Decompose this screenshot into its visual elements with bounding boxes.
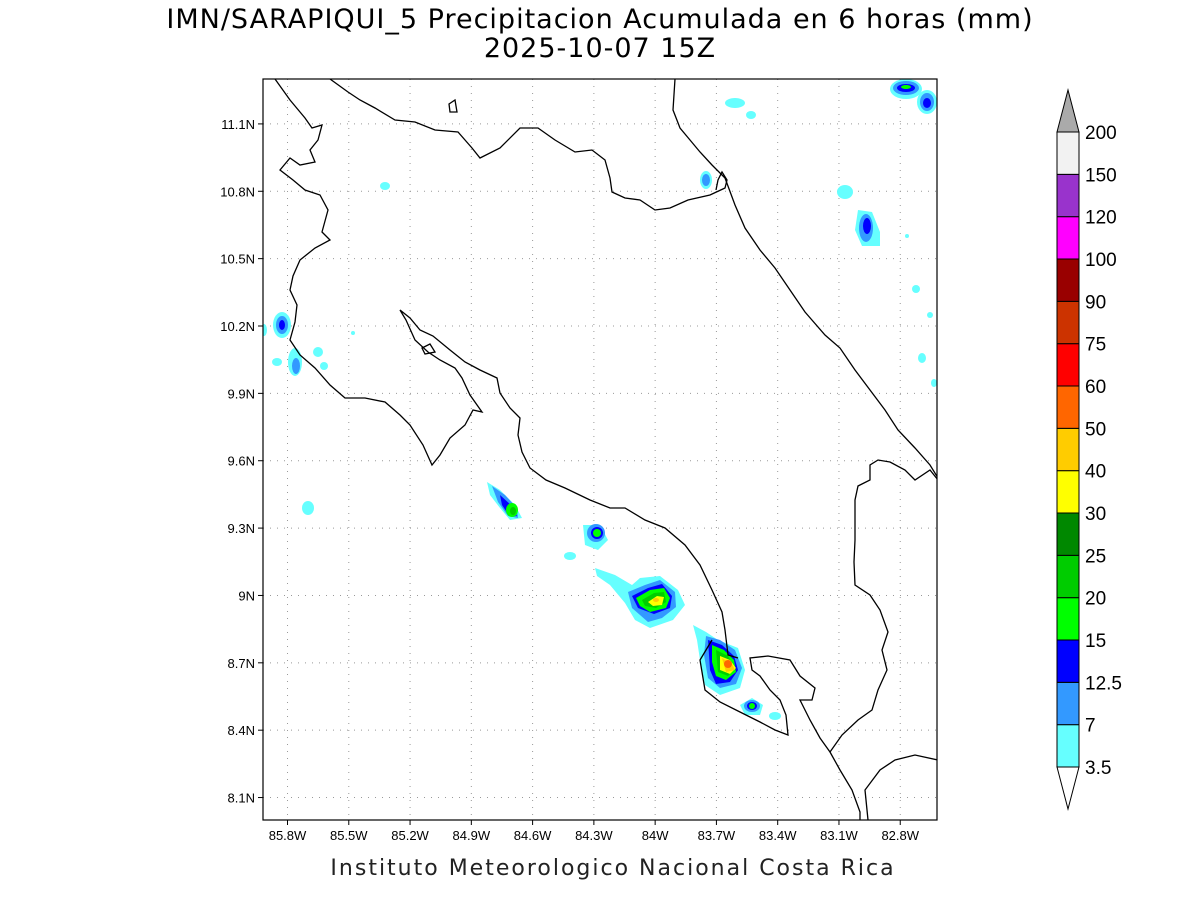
colorbar-swatch: [1056, 131, 1080, 175]
credit-footer: Instituto Meteorologico Nacional Costa R…: [330, 856, 896, 881]
colorbar-level-label: 30: [1085, 504, 1106, 525]
lon-tick-label: 85.2W: [391, 828, 429, 843]
longitude-axis: 85.8W 85.5W 85.2W 84.9W 84.6W 84.3W 84W 83.7W 83…: [269, 820, 920, 843]
precipitation-shading: [263, 79, 937, 720]
coastline: [274, 79, 937, 820]
colorbar-level-label: 40: [1085, 462, 1106, 483]
lat-tick-label: 9.3N: [228, 521, 255, 536]
lat-tick-label: 10.5N: [220, 252, 255, 267]
colorbar-level-label: 20: [1085, 589, 1106, 610]
colorbar-swatch: [1056, 173, 1080, 218]
colorbar-swatch: [1056, 216, 1080, 260]
lon-tick-label: 85.8W: [269, 828, 307, 843]
colorbar-swatch: [1056, 681, 1080, 726]
lon-tick-label: 83.7W: [698, 828, 736, 843]
colorbar-swatch: [1056, 258, 1080, 302]
lon-tick-label: 83.4W: [759, 828, 797, 843]
colorbar-level-label: 12.5: [1085, 673, 1122, 694]
lon-tick-label: 82.8W: [881, 828, 919, 843]
lat-tick-label: 9.9N: [228, 386, 255, 401]
colorbar-underflow: [1056, 766, 1080, 811]
latitude-axis: 11.1N 10.8N 10.5N 10.2N 9.9N 9.6N 9.3N 9N 8.7N 8.…: [220, 117, 263, 806]
colorbar-legend: 3.5 7 12.5 15 20 25 30 40 50 60 75 90 100 120 150 200: [1056, 88, 1122, 811]
lon-tick-label: 84.6W: [514, 828, 552, 843]
colorbar-swatch: [1056, 724, 1080, 768]
map-gridlines: [263, 79, 937, 820]
colorbar-swatch: [1056, 554, 1080, 599]
lon-tick-label: 84.3W: [575, 828, 613, 843]
lat-tick-label: 9N: [238, 588, 255, 603]
lat-tick-label: 9.6N: [228, 454, 255, 469]
colorbar-level-label: 60: [1085, 377, 1106, 398]
colorbar-level-label: 100: [1085, 250, 1117, 271]
lat-tick-label: 10.2N: [220, 319, 255, 334]
colorbar-swatch: [1056, 343, 1080, 387]
colorbar-swatch: [1056, 385, 1080, 429]
colorbar-level-label: 50: [1085, 419, 1106, 440]
colorbar-level-label: 90: [1085, 292, 1106, 313]
colorbar-swatch: [1056, 300, 1080, 345]
lon-tick-label: 84.9W: [453, 828, 491, 843]
colorbar-level-label: 3.5: [1085, 758, 1111, 779]
colorbar-swatch: [1056, 470, 1080, 514]
colorbar-swatch: [1056, 597, 1080, 641]
lat-tick-label: 11.1N: [221, 117, 255, 132]
lat-tick-label: 8.4N: [228, 723, 255, 738]
colorbar-level-label: 120: [1085, 208, 1117, 229]
colorbar-level-label: 25: [1085, 546, 1106, 567]
colorbar-level-label: 75: [1085, 335, 1106, 356]
lon-tick-label: 84W: [642, 828, 669, 843]
colorbar-overflow: [1056, 88, 1080, 133]
colorbar-swatch: [1056, 639, 1080, 683]
colorbar-level-label: 150: [1085, 165, 1117, 186]
colorbar-level-label: 15: [1085, 631, 1106, 652]
colorbar-level-label: 7: [1085, 716, 1096, 737]
lat-tick-label: 8.7N: [228, 656, 255, 671]
lat-tick-label: 8.1N: [228, 791, 255, 806]
lat-tick-label: 10.8N: [220, 184, 255, 199]
colorbar-swatch: [1056, 427, 1080, 472]
map-title: IMN/SARAPIQUI_5 Precipitacion Acumulada …: [166, 4, 1034, 35]
lon-tick-label: 85.5W: [330, 828, 368, 843]
lon-tick-label: 83.1W: [820, 828, 858, 843]
map-frame: [262, 78, 938, 821]
map-timestamp: 2025-10-07 15Z: [483, 33, 717, 64]
colorbar-swatch: [1056, 512, 1080, 556]
map-background: [263, 79, 937, 820]
colorbar-level-label: 200: [1085, 123, 1117, 144]
